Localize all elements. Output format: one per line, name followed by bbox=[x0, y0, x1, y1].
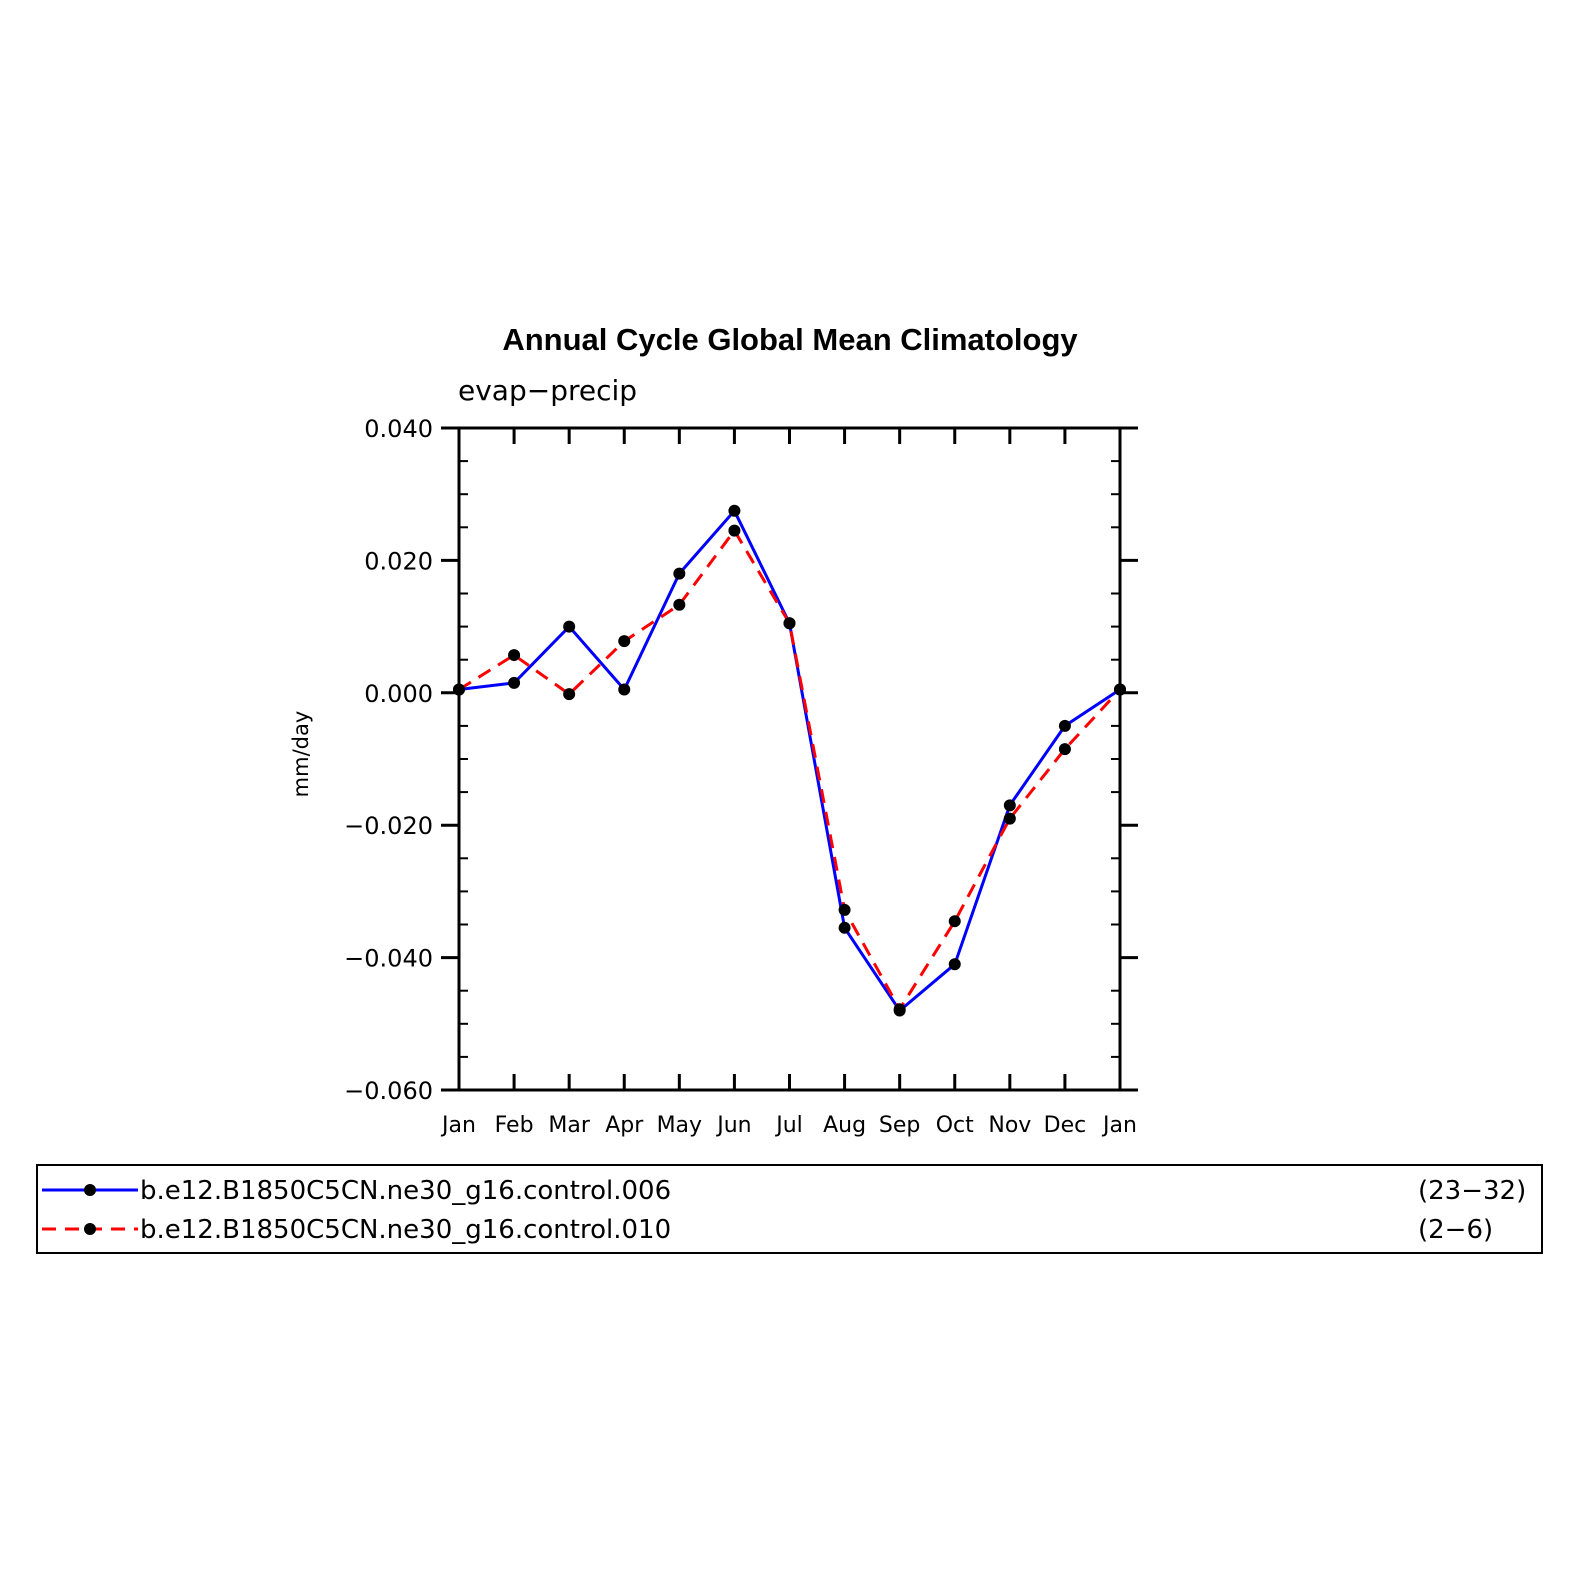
y-tick-label: 0.040 bbox=[364, 415, 433, 443]
data-point-series-2 bbox=[673, 598, 686, 611]
chart-subtitle: evap−precip bbox=[458, 374, 637, 407]
x-tick-label: Mar bbox=[548, 1113, 590, 1138]
legend-label-1: b.e12.B1850C5CN.ne30_g16.control.006 bbox=[140, 1176, 671, 1206]
data-point-series-2 bbox=[618, 635, 631, 648]
data-point-series-2 bbox=[1003, 812, 1016, 825]
data-point-series-1 bbox=[1058, 719, 1071, 732]
x-tick-labels: Jan Feb Mar Apr May Jun Jul Aug Sep Oct Nov Dec Jan bbox=[440, 1113, 1137, 1138]
legend-label-2: b.e12.B1850C5CN.ne30_g16.control.010 bbox=[140, 1215, 671, 1245]
chart-title: Annual Cycle Global Mean Climatology bbox=[502, 322, 1078, 357]
legend: b.e12.B1850C5CN.ne30_g16.control.006 (23−… bbox=[36, 1164, 1543, 1254]
y-tick-label: −0.040 bbox=[344, 945, 433, 973]
plot-frame bbox=[457, 426, 1122, 1092]
data-point-series-1 bbox=[1003, 799, 1016, 812]
legend-years-1: (23−32) bbox=[1418, 1176, 1526, 1206]
data-point-series-2 bbox=[728, 524, 741, 537]
y-tick-label: 0.020 bbox=[364, 547, 433, 575]
x-tick-label: Jun bbox=[715, 1113, 751, 1138]
y-tick-label: −0.060 bbox=[344, 1077, 433, 1105]
data-point-series-2 bbox=[508, 649, 521, 662]
x-tick-label: Dec bbox=[1044, 1113, 1087, 1138]
x-tick-label: Feb bbox=[495, 1113, 534, 1138]
y-tick-label: −0.020 bbox=[344, 812, 433, 840]
x-tick-label: May bbox=[657, 1113, 702, 1138]
x-tick-label: Apr bbox=[605, 1113, 644, 1138]
data-point-series-2 bbox=[563, 688, 576, 701]
legend-marker-1 bbox=[84, 1184, 96, 1196]
x-tick-label: Jul bbox=[774, 1113, 803, 1138]
y-tick-labels: 0.040 0.020 0.000 −0.020 −0.040 −0.060 bbox=[344, 415, 433, 1105]
data-point-series-1 bbox=[728, 504, 741, 517]
data-point-series-2 bbox=[783, 617, 796, 630]
data-point-series-2 bbox=[893, 1003, 906, 1016]
x-tick-label: Jan bbox=[1101, 1113, 1137, 1138]
data-point-series-2 bbox=[1058, 743, 1071, 756]
data-point-series-2 bbox=[948, 915, 961, 928]
x-tick-label: Jan bbox=[440, 1113, 476, 1138]
data-point-series-1 bbox=[508, 676, 521, 689]
series-points bbox=[453, 504, 1126, 1017]
x-tick-label: Nov bbox=[988, 1113, 1031, 1138]
x-tick-label: Aug bbox=[823, 1113, 866, 1138]
data-point-series-1 bbox=[618, 683, 631, 696]
data-point-series-1 bbox=[948, 958, 961, 971]
legend-box bbox=[36, 1164, 1543, 1254]
y-tick-label: 0.000 bbox=[364, 680, 433, 708]
data-point-series-1 bbox=[673, 567, 686, 580]
legend-entries: b.e12.B1850C5CN.ne30_g16.control.006 (23−… bbox=[42, 1176, 1526, 1245]
legend-marker-2 bbox=[84, 1223, 96, 1235]
data-point-series-1 bbox=[563, 620, 576, 633]
data-point-series-1 bbox=[838, 921, 851, 934]
x-tick-label: Sep bbox=[879, 1113, 920, 1138]
legend-years-2: (2−6) bbox=[1418, 1215, 1493, 1245]
y-axis-label: mm/day bbox=[289, 711, 313, 798]
data-point-series-2 bbox=[838, 903, 851, 916]
x-tick-label: Oct bbox=[936, 1113, 974, 1138]
